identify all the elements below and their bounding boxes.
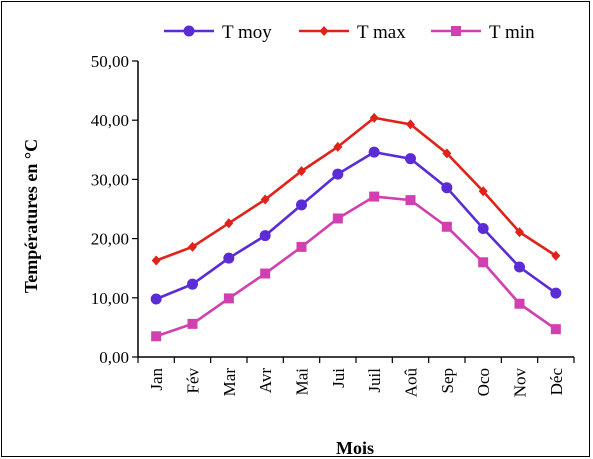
t-max-point (260, 194, 270, 205)
legend-t-max-point (319, 26, 329, 36)
t-min-point (296, 241, 307, 252)
t-max-point (151, 255, 161, 266)
t-max-point (297, 166, 306, 177)
x-tick-label: Déc (547, 368, 566, 396)
legend-item-t-moy: T moy (164, 22, 272, 43)
t-min-point (260, 268, 271, 279)
t-min-point (550, 324, 561, 335)
y-axis-title: Températures en °C (21, 139, 41, 293)
t-moy-point (187, 278, 198, 290)
t-moy-point (368, 146, 380, 158)
series-t-moy (150, 146, 562, 305)
x-tick-label: Jan (147, 368, 166, 391)
x-tick-label: Juil (365, 368, 384, 393)
x-tick-label: Fév (184, 368, 203, 394)
series-line-t-max (155, 116, 557, 262)
x-tick-label: Nov (511, 368, 530, 398)
legend-label: T max (357, 22, 406, 43)
y-tick-label: 40,00 (91, 111, 129, 130)
series-group (150, 112, 562, 342)
series-t-min (151, 191, 561, 342)
t-max-point (551, 250, 561, 261)
legend-t-moy-point (183, 25, 195, 37)
axes: 0,00 10,00 20,00 30,00 40,00 50,00 Jan Fév Mar Av… (91, 52, 575, 398)
legend-item-t-min: T min (431, 22, 535, 43)
t-min-point (223, 293, 234, 304)
x-axis-title: Mois (336, 438, 374, 458)
t-min-point (332, 213, 343, 224)
t-min-point (369, 191, 380, 202)
t-max-point (478, 186, 488, 197)
series-t-max (151, 112, 561, 266)
x-tick-label: Mar (220, 368, 239, 397)
t-moy-point (441, 182, 453, 194)
t-min-point (405, 195, 416, 206)
t-max-point (188, 241, 197, 252)
series-line-t-moy (155, 150, 557, 301)
x-tick-label: Oco (474, 368, 493, 396)
t-min-point (151, 331, 162, 342)
t-max-point (442, 148, 452, 159)
t-moy-point (150, 293, 162, 305)
series-line-t-min (155, 195, 557, 338)
t-moy-point (477, 223, 489, 235)
legend-item-t-max: T max (299, 22, 406, 43)
x-tick-label: Aoû (402, 368, 421, 398)
x-tick-label: Avr (256, 368, 275, 394)
t-moy-point (550, 287, 562, 299)
t-max-point (406, 119, 415, 130)
y-tick-label: 30,00 (91, 170, 129, 189)
legend-label: T moy (222, 22, 272, 43)
y-tick-label: 20,00 (91, 230, 129, 249)
y-tick-label: 0,00 (99, 348, 129, 367)
t-min-point (478, 257, 489, 268)
y-tick-label: 10,00 (91, 289, 129, 308)
x-tick-label: Mai (293, 368, 312, 396)
legend: T moy T max T min (164, 22, 535, 43)
t-max-point (333, 141, 343, 152)
t-min-point (187, 318, 198, 329)
t-moy-point (259, 230, 271, 242)
x-tick-label: Jui (329, 368, 348, 388)
legend-label: T min (489, 22, 535, 43)
t-min-point (514, 298, 525, 309)
t-moy-point (296, 199, 307, 211)
t-max-point (515, 227, 524, 238)
t-min-point (441, 221, 452, 232)
y-tick-label: 50,00 (91, 52, 129, 71)
t-moy-point (223, 252, 235, 264)
t-moy-point (332, 168, 344, 180)
t-max-point (224, 218, 234, 229)
t-moy-point (405, 153, 416, 165)
t-moy-point (514, 261, 525, 273)
x-tick-label: Sep (438, 368, 457, 394)
t-max-point (369, 112, 379, 123)
legend-t-min-point (451, 26, 461, 36)
